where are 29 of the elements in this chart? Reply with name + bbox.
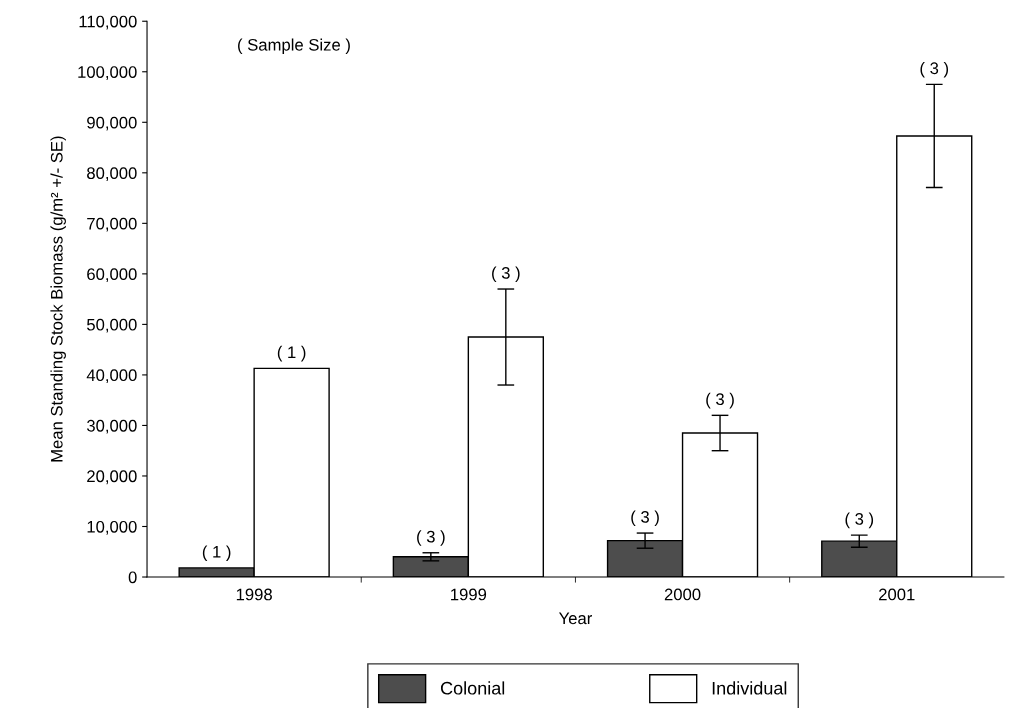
y-tick-label: 30,000 — [86, 419, 137, 434]
annotation: ( 1 ) — [202, 545, 231, 561]
x-tick-label: 2001 — [879, 588, 915, 601]
x-tick-label: 2000 — [664, 588, 701, 601]
y-tick-label: 110,000 — [79, 15, 137, 30]
y-tick-label: 100,000 — [78, 66, 137, 80]
annotation: ( 3 ) — [631, 510, 659, 527]
annotation: ( 3 ) — [845, 512, 874, 529]
y-tick-label: 50,000 — [87, 318, 137, 333]
y-tick-label: 0 — [128, 571, 137, 584]
annotation: ( Sample Size ) — [238, 38, 350, 55]
x-tick-label: 1999 — [451, 588, 487, 601]
y-tick-label: 90,000 — [87, 116, 137, 131]
annotation: ( 3 ) — [706, 392, 734, 409]
y-tick-label: 80,000 — [87, 167, 137, 181]
x-tick-label: 1998 — [236, 588, 272, 601]
x-axis-title: Year — [558, 612, 593, 625]
annotation: ( 3 ) — [492, 266, 520, 283]
y-tick-label: 10,000 — [87, 520, 137, 535]
annotation: ( 1 ) — [277, 345, 306, 362]
y-tick-label: 20,000 — [87, 470, 137, 485]
annotation: ( 3 ) — [417, 530, 445, 546]
y-tick-label: 70,000 — [87, 217, 137, 232]
y-tick-label: 60,000 — [87, 268, 137, 283]
annotation: ( 3 ) — [920, 61, 949, 78]
y-tick-label: 40,000 — [86, 369, 137, 384]
legend-label: Individual — [712, 681, 787, 695]
y-axis-title: Mean Standing Stock Biomass (g/m² +/- SE) — [50, 136, 66, 462]
legend-label: Colonial — [440, 681, 505, 695]
